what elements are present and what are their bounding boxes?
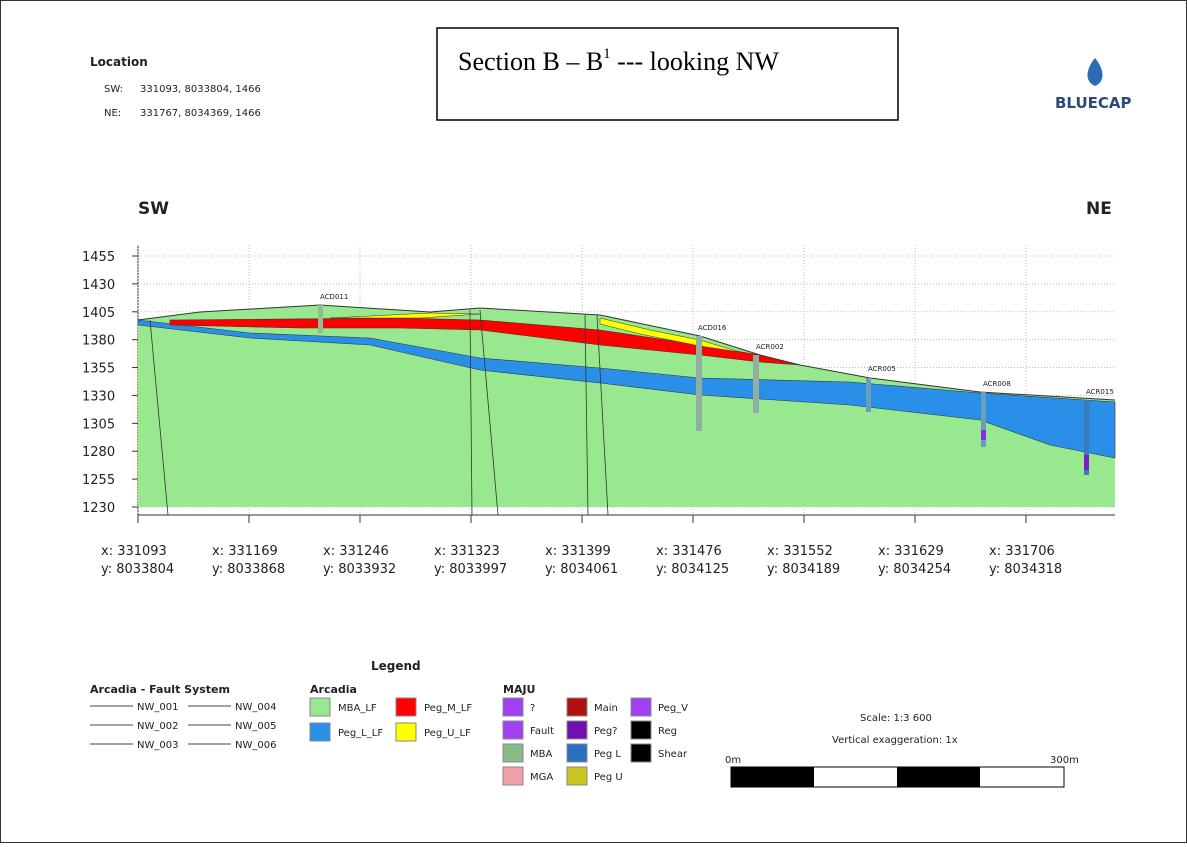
drillhole-label: ACR002 [756, 343, 784, 351]
ne-label: NE: [104, 108, 121, 119]
legend-swatch [630, 743, 652, 763]
legend-label: NW_003 [137, 740, 178, 751]
ne-coords: 331767, 8034369, 1466 [140, 108, 261, 119]
faults [149, 309, 609, 516]
peg-u-lf [599, 317, 741, 353]
x-tick-label: y: 8034061 [545, 562, 618, 577]
faults-title: Arcadia - Fault System [90, 683, 230, 696]
maju-title: MAJU [503, 683, 535, 696]
drillhole-label: ACD011 [320, 293, 348, 301]
legend-label: Peg_M_LF [424, 703, 472, 714]
sw-coords: 331093, 8033804, 1466 [140, 84, 261, 95]
legend-swatch [309, 697, 331, 717]
legend-label: Peg? [594, 726, 617, 737]
drillhole-label: ACD016 [698, 324, 727, 332]
x-tick-label: x: 331246 [323, 544, 389, 559]
location-title: Location [90, 55, 148, 69]
legend-label: Peg U [594, 772, 623, 783]
drillhole-label: ACR005 [868, 365, 896, 373]
legend-swatch [502, 743, 524, 763]
y-tick-label: 1405 [82, 306, 115, 321]
legend-label: Shear [658, 749, 688, 760]
drillhole-traces [318, 305, 1089, 475]
legend-swatch [502, 766, 524, 786]
mba-lf [138, 305, 1115, 507]
y-tick-label: 1455 [82, 250, 115, 265]
legend-label: Peg_U_LF [424, 728, 471, 739]
legend-label: Peg L [594, 749, 621, 760]
dir-right: NE [1086, 199, 1112, 219]
surface [137, 304, 1116, 401]
scale-ratio: Scale: 1:3 600 [860, 713, 932, 724]
title: Section B – B1 --- looking NW [458, 46, 779, 76]
y-tick-label: 1355 [82, 362, 115, 377]
y-tick-label: 1230 [82, 501, 115, 516]
legend-label: MBA [530, 749, 552, 760]
y-tick-label: 1305 [82, 417, 115, 432]
legend-swatch [566, 697, 588, 717]
y-tick-label: 1380 [82, 334, 115, 349]
y-tick-label: 1280 [82, 445, 115, 460]
legend-title: Legend [371, 659, 421, 673]
drillhole-labels: ACD011 ACD016 ACR002 ACR005 ACR008 ACR01… [320, 293, 1114, 396]
legend-swatch [566, 743, 588, 763]
legend-swatch [395, 722, 417, 742]
x-tick-label: y: 8033804 [101, 562, 174, 577]
legend-label: NW_006 [235, 740, 276, 751]
legend-label: Peg_L_LF [338, 728, 383, 739]
arcadia-title: Arcadia [310, 683, 357, 696]
logo-text: BLUECAP [1055, 94, 1132, 112]
drillhole-label: ACR008 [983, 380, 1011, 388]
dir-left: SW [138, 199, 169, 219]
legend-label: NW_002 [137, 721, 178, 732]
y-tick-label: 1430 [82, 278, 115, 293]
x-tick-label: y: 8034189 [767, 562, 840, 577]
legend-label: Reg [658, 726, 677, 737]
legend-swatch [630, 720, 652, 740]
scale-exaggeration: Vertical exaggeration: 1x [832, 735, 958, 746]
scale-start: 0m [725, 755, 741, 766]
legend-swatch [502, 720, 524, 740]
legend-label: NW_001 [137, 702, 178, 713]
x-tick-label: x: 331399 [545, 544, 611, 559]
drillhole-label: ACR015 [1086, 388, 1114, 396]
legend-swatch [309, 722, 331, 742]
legend-label: NW_004 [235, 702, 276, 713]
legend-swatch [566, 720, 588, 740]
x-tick-label: x: 331629 [878, 544, 944, 559]
legend-label: MGA [530, 772, 553, 783]
legend-swatch [566, 766, 588, 786]
scale-end: 300m [1050, 755, 1079, 766]
legend-swatch [502, 697, 524, 717]
y-tick-label: 1330 [82, 389, 115, 404]
x-tick-label: y: 8034254 [878, 562, 951, 577]
x-tick-label: y: 8034125 [656, 562, 729, 577]
x-tick-label: y: 8033997 [434, 562, 507, 577]
x-tick-label: x: 331552 [767, 544, 833, 559]
legend-label: Fault [530, 726, 554, 737]
logo-drop [1087, 58, 1103, 86]
x-tick-label: y: 8033932 [323, 562, 396, 577]
legend-label: Peg_V [658, 703, 688, 714]
sw-label: SW: [104, 84, 123, 95]
legend-label: Main [594, 703, 618, 714]
x-tick-label: x: 331476 [656, 544, 722, 559]
x-tick-label: x: 331169 [212, 544, 278, 559]
legend-label: MBA_LF [338, 703, 377, 714]
title-box [436, 27, 899, 121]
legend-label: NW_005 [235, 721, 276, 732]
peg-m-lf [169, 317, 801, 366]
x-tick-label: x: 331093 [101, 544, 167, 559]
x-tick-label: y: 8034318 [989, 562, 1062, 577]
y-tick-label: 1255 [82, 473, 115, 488]
x-tick-label: x: 331323 [434, 544, 500, 559]
x-tick-label: y: 8033868 [212, 562, 285, 577]
scale-bar [730, 766, 1065, 788]
legend-swatch [395, 697, 417, 717]
legend-label: ? [530, 703, 535, 714]
legend-swatch [630, 697, 652, 717]
peg-l-lf [137, 319, 1116, 459]
x-tick-label: x: 331706 [989, 544, 1055, 559]
